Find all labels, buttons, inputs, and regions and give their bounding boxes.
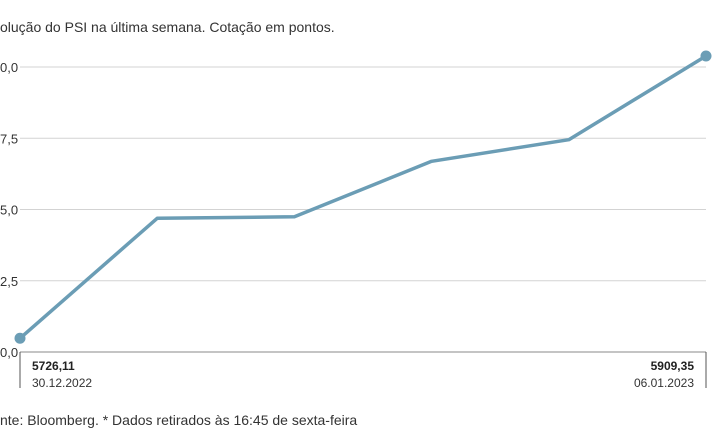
- grid: [20, 66, 706, 353]
- start-date-label: 30.12.2022: [32, 376, 92, 390]
- y-axis-ticks: 0,0 7,5 5,0 2,5 0,0: [0, 60, 18, 360]
- series-points: [14, 50, 712, 344]
- chart-footer: nte: Bloomberg. * Dados retirados às 16:…: [0, 412, 357, 428]
- y-tick-label: 5,0: [0, 203, 18, 218]
- y-tick-label: 7,5: [0, 131, 18, 146]
- start-point: [14, 332, 26, 344]
- series-line: [18, 54, 708, 341]
- end-point: [700, 50, 712, 62]
- y-tick-label: 0,0: [0, 345, 18, 360]
- y-tick-label: 2,5: [0, 274, 18, 289]
- end-date-label: 06.01.2023: [634, 376, 694, 390]
- chart-title: olução do PSI na última semana. Cotação …: [0, 19, 335, 35]
- start-value-label: 5726,11: [32, 359, 75, 373]
- end-value-label: 5909,35: [651, 359, 695, 373]
- y-tick-label: 0,0: [0, 60, 18, 75]
